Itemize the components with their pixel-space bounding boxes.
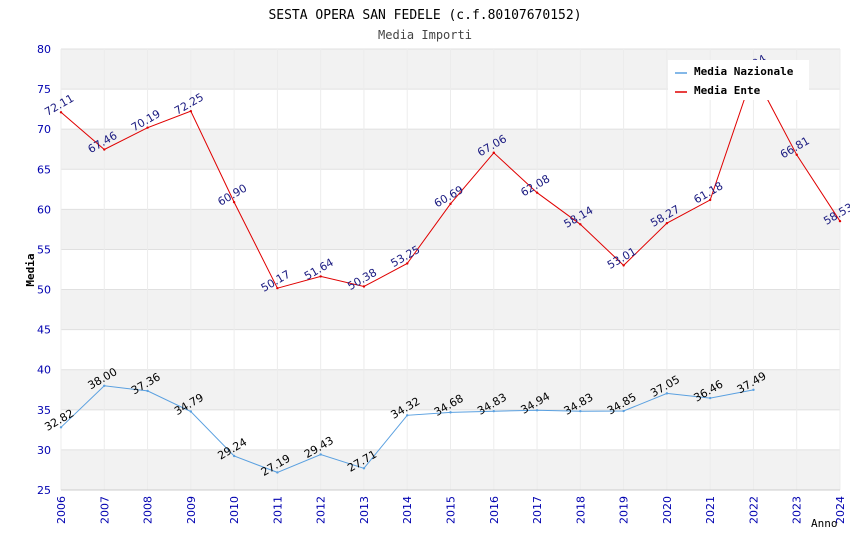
data-point (535, 191, 539, 194)
data-point (276, 286, 279, 290)
x-axis-label: Anno (811, 517, 838, 530)
data-point (276, 471, 279, 474)
legend-label-media-nazionale: Media Nazionale (694, 65, 794, 78)
data-point (232, 454, 236, 458)
data-point (492, 409, 495, 413)
data-point (103, 148, 106, 151)
y-axis-ticks: 25 30 35 40 45 50 55 60 65 70 75 80 (37, 43, 51, 497)
data-point (579, 223, 582, 226)
data-point (622, 264, 625, 267)
x-tick-label: 2012 (315, 496, 328, 524)
data-point (362, 285, 366, 288)
data-point (449, 411, 452, 414)
data-point (59, 111, 63, 114)
y-tick-label: 60 (37, 203, 51, 216)
x-tick-label: 2013 (358, 496, 371, 524)
x-tick-label: 2021 (704, 496, 717, 524)
y-tick-label: 25 (37, 484, 51, 497)
y-tick-label: 30 (37, 444, 51, 457)
x-tick-label: 2017 (531, 496, 544, 524)
y-tick-label: 55 (37, 243, 51, 256)
data-point (622, 409, 625, 413)
y-tick-label: 50 (37, 284, 51, 297)
data-point (795, 153, 798, 156)
y-tick-label: 40 (37, 364, 51, 377)
y-tick-label: 70 (37, 123, 51, 136)
y-tick-label: 45 (37, 324, 51, 337)
x-tick-label: 2014 (401, 496, 414, 524)
data-point (319, 453, 322, 456)
data-point (146, 126, 149, 129)
y-tick-label: 80 (37, 43, 51, 56)
data-point (362, 467, 366, 470)
data-point (189, 410, 193, 413)
x-tick-label: 2018 (574, 496, 587, 524)
x-tick-label: 2007 (98, 496, 111, 524)
x-tick-label: 2008 (142, 496, 155, 524)
x-tick-label: 2010 (228, 496, 241, 524)
data-point (708, 198, 712, 202)
data-point (146, 389, 149, 393)
x-axis-ticks: 2006 2007 2008 2009 2010 2011 2012 2013 2014 2015… (55, 496, 847, 524)
legend-label-media-ente: Media Ente (694, 84, 761, 97)
legend-box (668, 60, 809, 100)
data-point (665, 222, 669, 225)
data-point (708, 396, 712, 400)
data-point (232, 200, 236, 204)
data-point (752, 388, 755, 392)
chart-title: SESTA OPERA SAN FEDELE (c.f.80107670152) (268, 8, 581, 23)
y-tick-label: 65 (37, 163, 51, 176)
chart-subtitle: Media Importi (378, 28, 472, 42)
x-tick-label: 2015 (445, 496, 458, 524)
x-tick-label: 2011 (271, 496, 284, 524)
data-point (406, 414, 409, 417)
data-point (319, 275, 322, 278)
data-point (838, 219, 842, 223)
data-point (406, 262, 409, 265)
x-tick-label: 2006 (55, 496, 68, 524)
data-point (579, 409, 582, 413)
x-tick-label: 2024 (834, 496, 847, 524)
x-tick-label: 2022 (747, 496, 760, 524)
x-tick-label: 2016 (488, 496, 501, 524)
gridlines (60, 48, 841, 491)
x-tick-label: 2019 (618, 496, 631, 524)
legend: Media Nazionale Media Ente (668, 60, 809, 100)
x-tick-label: 2023 (791, 496, 804, 524)
x-tick-label: 2020 (661, 496, 674, 524)
y-tick-label: 35 (37, 404, 51, 417)
y-axis-label: Media (24, 253, 37, 286)
data-point (449, 202, 452, 206)
data-point (189, 109, 193, 113)
data-point (535, 409, 539, 412)
x-tick-label: 2009 (185, 496, 198, 524)
data-point (103, 384, 106, 387)
y-tick-label: 75 (37, 83, 51, 96)
data-point (492, 151, 495, 154)
data-point (59, 426, 63, 429)
data-point (665, 392, 669, 395)
